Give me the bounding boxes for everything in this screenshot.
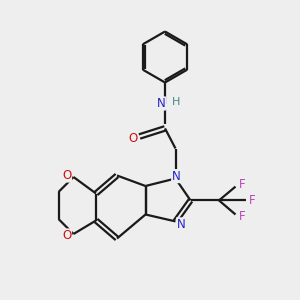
Text: O: O	[62, 229, 71, 242]
Text: N: N	[176, 218, 185, 231]
Text: F: F	[249, 194, 256, 207]
Text: F: F	[239, 178, 245, 191]
Text: O: O	[62, 169, 71, 182]
Text: N: N	[172, 169, 181, 183]
Text: F: F	[239, 210, 245, 224]
Text: O: O	[128, 132, 137, 146]
Text: N: N	[157, 97, 166, 110]
Text: H: H	[172, 97, 181, 107]
